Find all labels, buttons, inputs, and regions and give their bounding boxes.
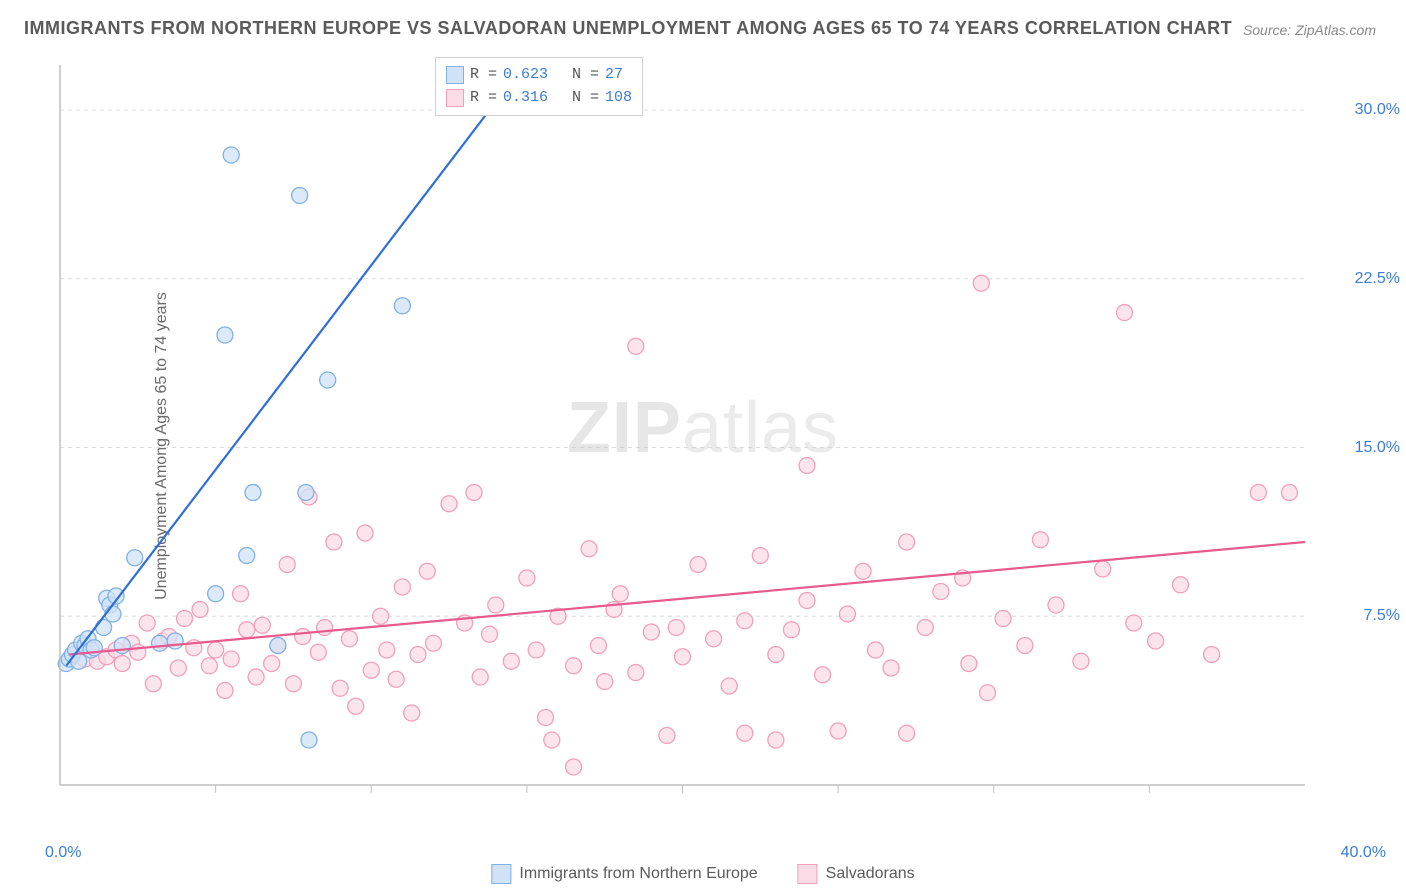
r-value: 0.316: [503, 87, 548, 110]
n-value: 27: [605, 64, 623, 87]
y-tick-label: 22.5%: [1355, 270, 1400, 288]
chart-title: IMMIGRANTS FROM NORTHERN EUROPE VS SALVA…: [24, 18, 1232, 39]
y-tick-label: 7.5%: [1364, 607, 1400, 625]
r-label: R =: [470, 87, 497, 110]
legend-swatch: [491, 864, 511, 884]
legend-item: Immigrants from Northern Europe: [491, 864, 757, 884]
legend-stat-row: R = 0.316 N = 108: [446, 87, 632, 110]
legend-swatch: [798, 864, 818, 884]
n-label: N =: [554, 87, 599, 110]
legend-label: Salvadorans: [826, 865, 915, 883]
legend-swatch: [446, 89, 464, 107]
legend-label: Immigrants from Northern Europe: [519, 865, 757, 883]
series-legend: Immigrants from Northern Europe Salvadora…: [491, 864, 914, 884]
x-axis-max-label: 40.0%: [1341, 844, 1386, 862]
legend-item: Salvadorans: [798, 864, 915, 884]
n-value: 108: [605, 87, 632, 110]
scatter-plot: [55, 55, 1375, 825]
correlation-legend: R = 0.623 N = 27R = 0.316 N = 108: [435, 57, 643, 116]
y-tick-label: 30.0%: [1355, 101, 1400, 119]
legend-stat-row: R = 0.623 N = 27: [446, 64, 632, 87]
source-attribution: Source: ZipAtlas.com: [1243, 22, 1376, 38]
r-value: 0.623: [503, 64, 548, 87]
y-tick-label: 15.0%: [1355, 439, 1400, 457]
n-label: N =: [554, 64, 599, 87]
r-label: R =: [470, 64, 497, 87]
x-axis-min-label: 0.0%: [45, 844, 81, 862]
legend-swatch: [446, 66, 464, 84]
